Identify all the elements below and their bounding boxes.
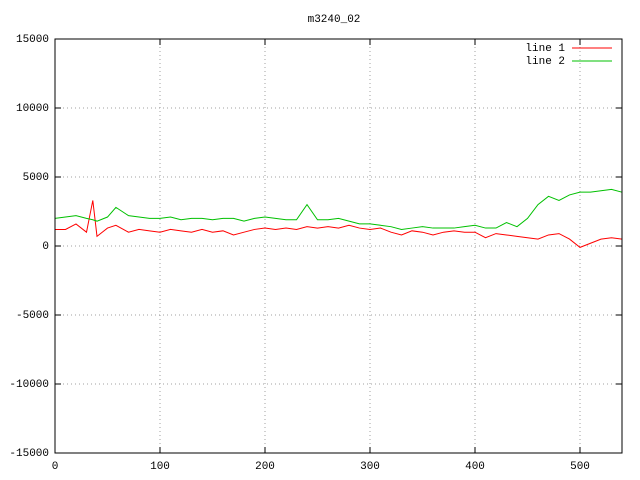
x-tick-label: 400	[465, 461, 485, 473]
legend-label: line 2	[525, 56, 565, 68]
y-tick-label: 10000	[16, 103, 49, 115]
x-tick-label: 300	[360, 461, 380, 473]
y-tick-label: 15000	[16, 34, 49, 46]
y-tick-label: 5000	[23, 172, 49, 184]
x-tick-label: 0	[52, 461, 59, 473]
legend-label: line 1	[525, 43, 565, 55]
x-tick-label: 500	[570, 461, 590, 473]
y-tick-label: -10000	[9, 379, 49, 391]
plot-border	[54, 38, 623, 454]
y-tick-label: 0	[42, 241, 49, 253]
y-tick-label: -5000	[16, 310, 49, 322]
x-tick-label: 200	[255, 461, 275, 473]
chart-title: m3240_02	[308, 14, 361, 26]
data-line	[55, 200, 623, 248]
x-tick-label: 100	[150, 461, 170, 473]
y-tick-label: -15000	[9, 448, 49, 460]
data-line	[54, 188, 623, 230]
